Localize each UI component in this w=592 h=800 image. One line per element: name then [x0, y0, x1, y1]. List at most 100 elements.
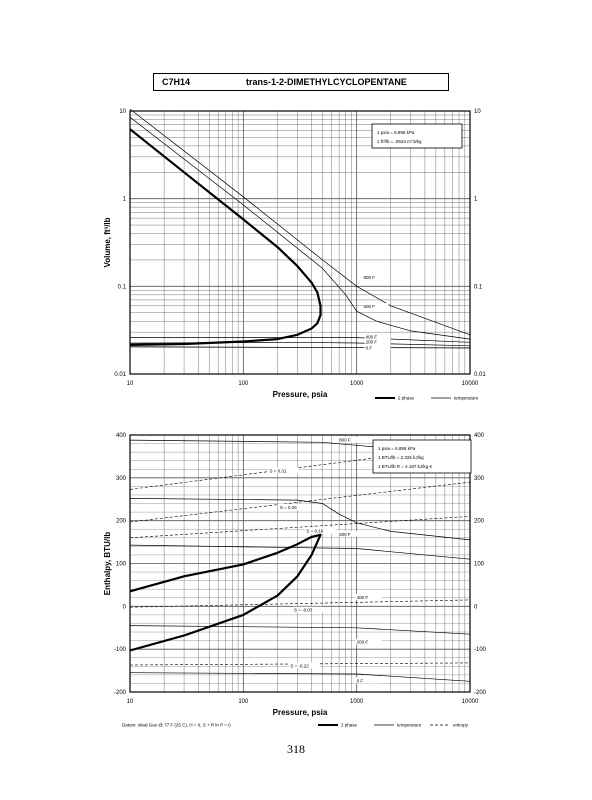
series-label: 400 F: [366, 335, 378, 340]
series-label-bg: [362, 273, 389, 280]
series-label-bg: [364, 333, 391, 340]
y-tick-label-right: -200: [474, 690, 487, 696]
compound-title-box: C7H14 trans-1-2-DIMETHYLCYCLOPENTANE: [153, 73, 449, 91]
temperature-line: [129, 108, 471, 336]
plot-frame: [129, 110, 471, 375]
temperature-line: [130, 337, 471, 343]
temperature-line: [129, 672, 471, 682]
plot-frame: [129, 434, 471, 693]
y-tick-label-left: 0: [123, 604, 127, 610]
y-tick-label-right: -100: [474, 647, 487, 653]
entropy-label: S = 0.31: [269, 468, 286, 473]
units-note-line: 1 BTU/lb = 2.326 kJ/kg: [378, 455, 424, 460]
y-tick-label-left: 100: [116, 562, 127, 568]
y-tick-label-right: 0.1: [474, 284, 483, 290]
entropy-label: S = 0.16: [306, 528, 323, 533]
legend-label: temperature: [454, 396, 479, 401]
units-note-line: 1 psia = 6.895 kPa: [377, 130, 415, 135]
series-label: 200 F: [357, 640, 369, 645]
series-label-bg: [355, 593, 382, 600]
grid: [129, 111, 470, 375]
y-tick-label-right: 0: [474, 604, 478, 610]
legend-label: entropy: [453, 723, 469, 728]
legend-label: 2 phase: [341, 723, 358, 728]
legend-label: temperature: [397, 723, 422, 728]
entropy-label-bg: [289, 662, 320, 669]
x-axis-label: Pressure, psia: [273, 390, 328, 399]
series-label: 0 F: [366, 346, 373, 351]
x-tick-label: 10: [127, 381, 134, 387]
volume-chart: 10 100 1000 100001010.10.011010.10.01Pressu…: [103, 108, 486, 401]
entropy-label: S = -0.22: [290, 663, 309, 668]
series-label: 600 F: [339, 532, 351, 537]
y-axis-label: Volume, ft³/lb: [103, 217, 112, 267]
x-tick-label: 10000: [462, 699, 479, 705]
x-tick-label: 10: [127, 699, 134, 705]
y-tick-label-right: 200: [474, 519, 485, 525]
series-label-bg: [355, 638, 382, 645]
temperature-line: [129, 544, 471, 560]
entropy-label-bg: [293, 606, 324, 613]
y-tick-label-left: 1: [123, 197, 127, 203]
y-tick-label-left: 200: [116, 519, 127, 525]
series-label: 400 F: [357, 595, 369, 600]
grid: [129, 434, 470, 693]
x-tick-label: 1000: [350, 699, 364, 705]
series-label-bg: [364, 344, 391, 351]
y-tick-label-left: 400: [116, 433, 127, 439]
series-label: 600 F: [364, 304, 376, 309]
units-note-line: 1 psia = 6.895 kPa: [378, 446, 416, 451]
units-note-line: 1 BTU/lb R = 4.187 kJ/kg K: [378, 464, 432, 469]
units-note-line: 1 ft³/lb = .0624 m^3/kg: [377, 139, 422, 144]
x-tick-label: 10000: [462, 381, 479, 387]
y-tick-label-left: 10: [119, 109, 126, 115]
datum-footnote: Datum: Ideal Gas @ 77 F (25 C), H = 0, S…: [122, 723, 231, 728]
series-label-bg: [355, 677, 382, 684]
units-note-box: [371, 123, 463, 149]
entropy-label-bg: [305, 527, 336, 534]
y-tick-label-left: -200: [114, 690, 127, 696]
compound-formula: C7H14: [162, 77, 191, 87]
units-note-box: [372, 439, 472, 474]
temperature-line: [129, 116, 471, 340]
y-tick-label-right: 400: [474, 433, 485, 439]
y-tick-label-right: 0.01: [474, 372, 486, 378]
entropy-label: S = -0.03: [294, 608, 313, 613]
y-tick-label-right: 10: [474, 109, 481, 115]
x-tick-label: 100: [238, 699, 249, 705]
series-label-bg: [364, 338, 391, 345]
x-axis-label: Pressure, psia: [273, 708, 328, 717]
y-axis-label: Enthalpy, BTU/lb: [103, 532, 112, 596]
series-label-bg: [338, 530, 365, 537]
legend-label: 2 phase: [398, 396, 415, 401]
y-tick-label-left: 300: [116, 476, 127, 482]
y-tick-label-left: -100: [114, 647, 127, 653]
x-tick-label: 100: [238, 381, 249, 387]
y-tick-label-right: 1: [474, 197, 478, 203]
entropy-line: [129, 516, 471, 539]
series-label-bg: [362, 303, 389, 310]
y-tick-label-right: 100: [474, 562, 485, 568]
series-label: 200 F: [366, 340, 378, 345]
series-label: 0 F: [357, 678, 364, 683]
y-tick-label-left: 0.01: [114, 372, 126, 378]
compound-name: trans-1-2-DIMETHYLCYCLOPENTANE: [246, 77, 407, 87]
entropy-label-bg: [268, 467, 299, 474]
enthalpy-chart: 10 100 1000 100004003002001000-100-20040030…: [103, 433, 487, 728]
series-label: 800 F: [339, 438, 351, 443]
entropy-line: [129, 599, 471, 608]
y-tick-label-right: 300: [474, 476, 485, 482]
page-number: 318: [287, 742, 305, 756]
entropy-label: S = 0.26: [280, 505, 297, 510]
entropy-line: [129, 481, 471, 523]
y-tick-label-left: 0.1: [118, 284, 127, 290]
saturation-curve: [129, 128, 322, 346]
temperature-line: [129, 625, 471, 635]
temperature-line: [129, 498, 471, 541]
x-tick-label: 1000: [350, 381, 364, 387]
series-label-bg: [338, 436, 365, 443]
entropy-label-bg: [278, 503, 309, 510]
saturation-curve: [129, 533, 322, 652]
series-label: 800 F: [364, 275, 376, 280]
